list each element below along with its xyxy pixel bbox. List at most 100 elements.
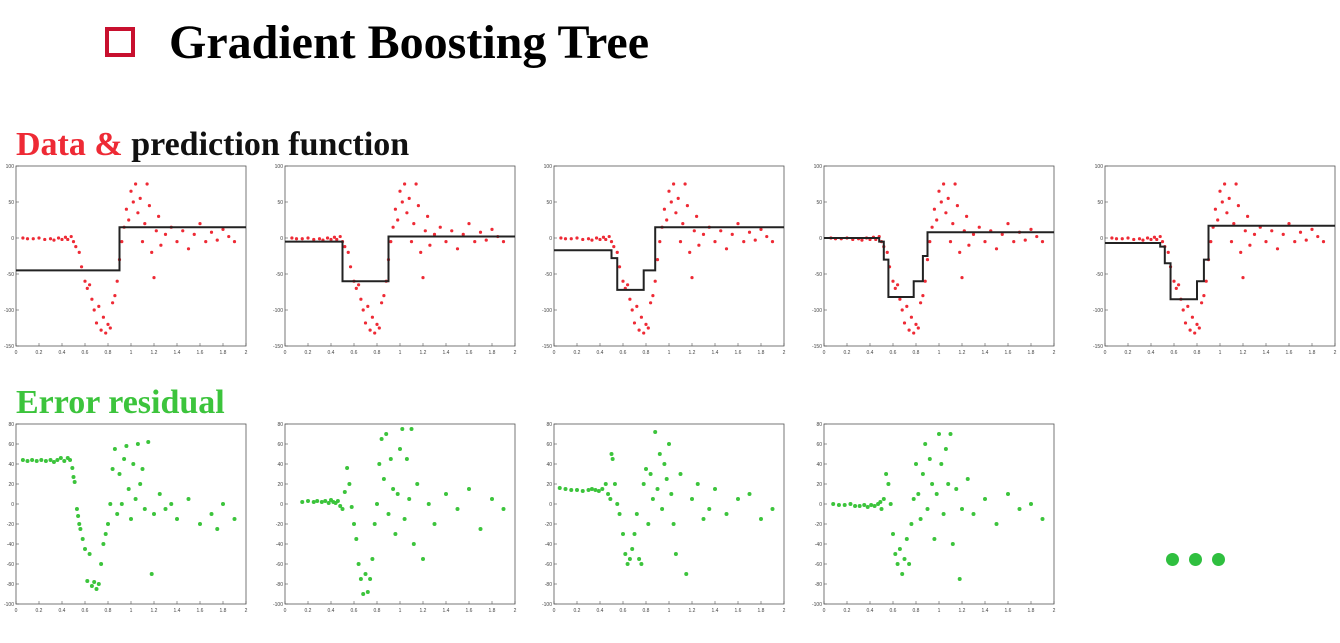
residual-point (848, 502, 853, 506)
residual-point (895, 562, 900, 566)
residual-point (724, 512, 729, 516)
x-tick-label: 0 (284, 350, 287, 356)
residual-point (617, 512, 622, 516)
residual-point (589, 487, 594, 491)
residual-point (352, 522, 356, 526)
data-point (37, 236, 41, 240)
chart-svg: 0 0.2 0.4 0.6 0.8 1 1.2 1.4 1.6 1.8 2 80 60 40 20 0 -20 -… (273, 422, 517, 614)
x-tick-label: 2 (1053, 350, 1056, 356)
data-point (438, 225, 442, 229)
data-point (1132, 237, 1136, 242)
data-point (642, 331, 646, 335)
residual-point (637, 557, 642, 561)
data-point (912, 331, 916, 335)
data-point (120, 240, 124, 244)
residual-point (939, 462, 944, 466)
data-point (209, 230, 214, 234)
residual-point (586, 488, 591, 492)
residual-point (918, 517, 923, 521)
residual-point (411, 542, 416, 546)
residual-point (965, 477, 970, 481)
data-point (626, 283, 630, 287)
data-point (421, 276, 425, 280)
data-point (891, 279, 895, 283)
residual-point (444, 492, 448, 496)
data-point (665, 218, 669, 222)
data-point (678, 240, 683, 244)
chart-panel-5: 0 0.2 0.4 0.6 0.8 1 1.2 1.4 1.6 1.8 2 100 50 0 -50 -100… (1093, 164, 1337, 356)
chart-svg: 0 0.2 0.4 0.6 0.8 1 1.2 1.4 1.6 1.8 2 80 60 40 20 0 -20 -… (542, 422, 786, 614)
data-point (428, 243, 432, 247)
data-point (898, 297, 902, 301)
chart-svg: 0 0.2 0.4 0.6 0.8 1 1.2 1.4 1.6 1.8 2 100 50 0 -50 -100… (4, 164, 248, 356)
y-tick-label: -40 (815, 542, 822, 548)
data-point (94, 321, 99, 325)
x-tick-label: 1.2 (151, 608, 158, 614)
x-tick-label: 0.8 (913, 350, 920, 356)
residual-point (884, 472, 889, 476)
data-point (127, 218, 131, 222)
data-point (604, 237, 608, 242)
y-tick-label: 80 (816, 422, 822, 428)
y-tick-label: -50 (1096, 272, 1103, 278)
data-point (1241, 276, 1245, 280)
residual-point (215, 527, 220, 531)
data-point (960, 276, 964, 280)
residual-point (338, 504, 343, 508)
data-point (1174, 286, 1178, 290)
x-tick-label: 1.8 (758, 608, 765, 614)
residual-point (623, 552, 628, 556)
residual-point (467, 487, 471, 491)
data-point (971, 232, 976, 236)
data-point (204, 240, 208, 244)
data-point (621, 279, 625, 283)
residual-point (363, 572, 368, 576)
residual-point (300, 500, 305, 504)
residual-point (609, 452, 614, 456)
data-point (575, 236, 579, 240)
residual-point (900, 572, 905, 576)
x-tick-label: 0.8 (913, 608, 920, 614)
x-tick-label: 0.6 (351, 608, 358, 614)
x-tick-label: 0.4 (1148, 350, 1155, 356)
residual-point (112, 447, 117, 451)
data-point (1149, 237, 1153, 242)
residual-point (879, 507, 884, 511)
y-tick-label: -150 (1093, 344, 1103, 350)
data-point (306, 236, 310, 240)
data-point (724, 247, 729, 251)
x-tick-label: 1.2 (959, 608, 966, 614)
plot-frame (15, 423, 247, 605)
residual-point (77, 522, 82, 526)
data-point (450, 229, 454, 233)
data-point (396, 218, 400, 222)
residual-point (342, 490, 347, 494)
dot-icon (1166, 553, 1179, 566)
x-tick-label: 1.2 (151, 350, 158, 356)
y-tick-label: -150 (273, 344, 283, 350)
data-point (159, 243, 163, 247)
residual-point (319, 500, 324, 504)
data-point (1120, 237, 1124, 241)
residual-point (386, 512, 391, 516)
data-point (48, 237, 53, 241)
data-point (935, 218, 939, 222)
residual-point (393, 532, 398, 536)
residual-point (388, 457, 393, 461)
data-point (690, 276, 694, 280)
data-point (416, 204, 420, 208)
data-point (635, 304, 639, 308)
data-point (175, 240, 179, 244)
data-point (632, 321, 637, 325)
residual-point (927, 457, 932, 461)
y-tick-label: -60 (545, 562, 552, 568)
x-tick-label: 1.4 (712, 350, 719, 356)
x-tick-label: 1.6 (735, 350, 742, 356)
data-point (405, 211, 409, 215)
data-point (736, 222, 740, 226)
residual-point (580, 489, 585, 493)
data-point (1229, 240, 1234, 244)
residual-point (600, 487, 605, 491)
x-tick-label: 0.2 (305, 350, 312, 356)
data-point (312, 237, 316, 242)
